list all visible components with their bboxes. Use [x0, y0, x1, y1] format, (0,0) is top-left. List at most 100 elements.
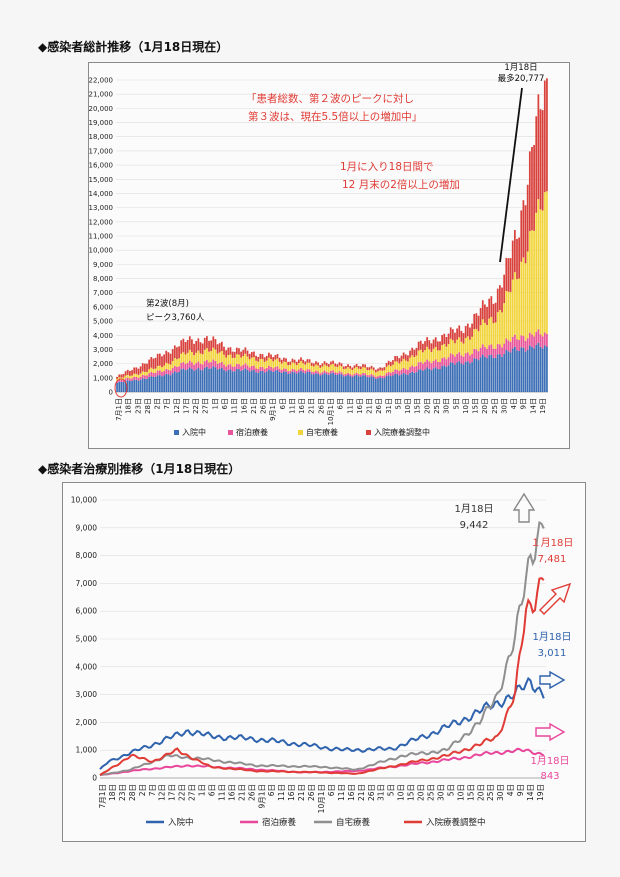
- bar-segment: [499, 310, 501, 345]
- bar-segment: [255, 368, 257, 373]
- bar-segment: [233, 351, 236, 358]
- bar-segment: [342, 374, 345, 377]
- bar-segment: [152, 368, 155, 374]
- bar-segment: [242, 356, 245, 366]
- bar-segment: [501, 287, 503, 313]
- bar-segment: [289, 364, 292, 371]
- bar-segment: [186, 352, 189, 363]
- bar-segment: [274, 367, 277, 371]
- bar-segment: [238, 364, 240, 370]
- bar-segment: [152, 377, 155, 392]
- bar-segment: [206, 348, 208, 361]
- annotation-red-3: 1月に入り18日間で: [340, 161, 434, 173]
- bar-segment: [327, 366, 330, 373]
- bar-segment: [537, 199, 540, 330]
- x-tick-label: 10月1日: [327, 398, 335, 425]
- bar-segment: [456, 362, 458, 392]
- bar-segment: [116, 378, 118, 382]
- bar-segment: [355, 372, 358, 375]
- bar-segment: [148, 373, 151, 378]
- bar-segment: [188, 349, 191, 361]
- x-tick-label: 12日: [158, 784, 167, 801]
- bar-segment: [434, 337, 437, 347]
- bar-segment: [460, 363, 463, 392]
- bar-segment: [259, 358, 262, 367]
- bar-segment: [539, 209, 542, 335]
- bar-segment: [315, 373, 317, 392]
- bar-segment: [319, 365, 322, 368]
- bar-segment: [522, 336, 525, 348]
- bar-segment: [291, 358, 294, 363]
- bar-segment: [216, 363, 219, 370]
- bar-segment: [392, 371, 394, 376]
- bar-segment: [471, 336, 473, 354]
- bar-segment: [186, 362, 189, 370]
- bar-segment: [257, 372, 260, 392]
- bar-segment: [531, 146, 533, 231]
- bar-segment: [413, 366, 416, 373]
- bar-segment: [428, 349, 431, 362]
- bar-segment: [310, 365, 313, 372]
- bar-segment: [355, 374, 358, 392]
- bar-segment: [135, 376, 138, 380]
- bar-segment: [325, 362, 328, 366]
- bar-segment: [199, 342, 202, 354]
- bar-segment: [188, 367, 191, 392]
- arrow-gray: [512, 492, 536, 523]
- bar-segment: [394, 369, 396, 374]
- bar-segment: [289, 361, 292, 365]
- bar-segment: [242, 349, 245, 357]
- bar-segment: [131, 380, 133, 392]
- bar-segment: [426, 346, 429, 360]
- bar-segment: [481, 300, 484, 320]
- y-tick-label: 18,000: [89, 133, 114, 141]
- bar-segment: [471, 362, 473, 392]
- bar-segment: [137, 368, 140, 375]
- bar-segment: [355, 366, 358, 373]
- bar-segment: [398, 375, 401, 392]
- bar-segment: [233, 357, 236, 367]
- bar-segment: [225, 371, 228, 392]
- bar-segment: [197, 350, 200, 362]
- bar-segment: [462, 364, 465, 392]
- bar-segment: [265, 371, 268, 392]
- bar-segment: [120, 379, 123, 382]
- bar-segment: [436, 369, 439, 392]
- bar-segment: [409, 367, 411, 373]
- x-tick-label: 10日: [404, 398, 412, 414]
- series-line: [99, 676, 545, 770]
- bar-segment: [287, 371, 290, 374]
- bar-segment: [546, 78, 548, 192]
- bar-segment: [479, 308, 482, 326]
- bar-segment: [490, 344, 493, 355]
- bar-segment: [218, 352, 221, 363]
- bar-segment: [469, 363, 471, 392]
- bar-segment: [362, 364, 364, 368]
- bar-segment: [173, 358, 176, 366]
- bar-segment: [516, 339, 518, 351]
- bar-segment: [372, 377, 375, 392]
- bar-segment: [297, 363, 300, 370]
- bar-segment: [466, 352, 469, 362]
- bar-segment: [507, 291, 510, 341]
- bar-segment: [244, 353, 247, 364]
- bar-segment: [272, 357, 275, 362]
- x-tick-label: 11日: [277, 784, 286, 801]
- bar-segment: [227, 347, 230, 356]
- bar-segment: [184, 341, 187, 355]
- bar-segment: [477, 331, 480, 352]
- bar-segment: [332, 370, 334, 373]
- bar-segment: [291, 368, 294, 372]
- bar-segment: [206, 366, 208, 392]
- bar-segment: [238, 348, 240, 355]
- bar-segment: [400, 369, 403, 375]
- bar-segment: [432, 368, 435, 392]
- series-line: [99, 747, 545, 777]
- bar-segment: [357, 368, 360, 375]
- bar-segment: [124, 380, 127, 392]
- bar-segment: [297, 372, 300, 392]
- bar-segment: [387, 360, 390, 366]
- x-tick-label: 7日: [148, 784, 157, 796]
- bar-segment: [233, 366, 236, 372]
- bar-segment: [484, 356, 486, 392]
